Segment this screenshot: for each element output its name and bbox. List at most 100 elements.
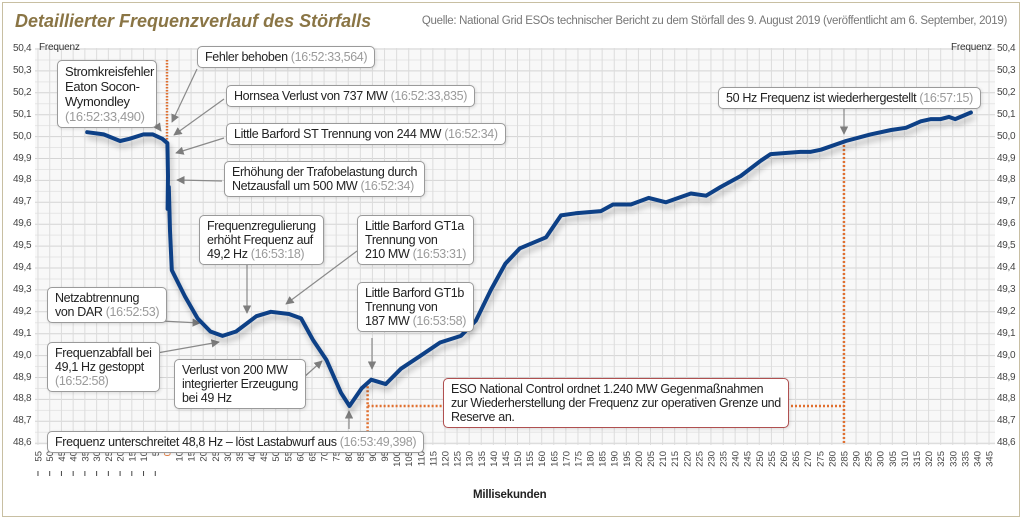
x-tick-label: 45 [259, 451, 270, 462]
x-tick-label: 175 [573, 451, 584, 467]
x-tick-label: 50 [45, 451, 56, 462]
x-tick-label: 340 [972, 451, 983, 467]
x-tick-label: 25 [211, 451, 222, 462]
y-tick-label-right: 49,1 [997, 327, 1016, 339]
x-tick-label: 290 [852, 451, 863, 467]
y-tick-label-left: 50,1 [13, 108, 32, 120]
x-tick-label: 30 [223, 451, 234, 462]
annotation-trafobelastung: Erhöhung der Trafobelastung durch Netzau… [224, 161, 426, 197]
annotation-line: Frequenzregulierung [207, 219, 316, 233]
x-tick-label: 100 [392, 451, 403, 467]
x-tick-label: 35 [235, 451, 246, 462]
annotation-timestamp: (16:52:33,490) [65, 109, 145, 124]
annotation-line: Erhöhung der Trafobelastung durch [232, 165, 418, 179]
x-tick-label: 190 [610, 451, 621, 467]
annotation-timestamp: (16:52:33,564) [290, 50, 368, 64]
annotation-line: Stromkreisfehler [65, 64, 155, 79]
x-tick-label: 165 [549, 451, 560, 467]
y-tick-label-right: 50,0 [997, 130, 1016, 142]
annotation-timestamp: (16:53:18) [250, 247, 305, 261]
y-tick-label-right: 48,6 [997, 437, 1016, 449]
x-tick-label: 75 [332, 451, 343, 462]
x-axis-title: Millisekunden [473, 489, 547, 501]
annotation-text: Frequenz unterschreitet 48,8 Hz – löst L… [55, 435, 340, 449]
annotation-hornsea: Hornsea Verlust von 737 MW (16:52:33,835… [226, 85, 476, 107]
arrow-hornsea [173, 98, 225, 136]
x-tick-label: 185 [598, 451, 609, 467]
x-tick-label: 255 [767, 451, 778, 467]
arrow-verlust-200mw [302, 360, 323, 379]
arrow-gt1a [285, 250, 358, 305]
annotation-line: integrierter Erzeugung [182, 377, 298, 391]
annotation-line: 49,1 Hz gestoppt [55, 360, 144, 374]
arrow-netzabtrennung-dar [160, 318, 201, 327]
x-tick-label: 215 [670, 451, 681, 467]
annotation-timestamp: (16:52:34) [444, 127, 498, 141]
annotation-line: ESO National Control ordnet 1.240 MW Geg… [451, 382, 764, 396]
x-tick-label: 160 [537, 451, 548, 467]
y-tick-label-right: 48,7 [997, 415, 1016, 427]
y-tick-label-left: 49,2 [13, 305, 32, 317]
annotation-line: Frequenzabfall bei [55, 346, 152, 360]
x-tick-label: 150 [513, 451, 524, 467]
x-tick-label: 10 [175, 451, 186, 462]
x-tick-label: 90 [368, 451, 379, 462]
y-tick-label-right: 49,5 [997, 240, 1016, 252]
y-tick-label-right: 50,4 [997, 43, 1016, 54]
annotation-50hz-restored: 50 Hz Frequenz ist wiederhergestellt (16… [718, 87, 981, 109]
y-tick-label-right: 49,4 [997, 262, 1016, 273]
x-tick-label: 240 [731, 451, 742, 467]
y-tick-label-right: 49,7 [997, 196, 1016, 208]
x-tick-label: 110 [416, 451, 427, 466]
x-tick-label: 320 [924, 451, 935, 467]
y-tick-label-left: 48,8 [13, 393, 32, 405]
arrow-trafobelastung [176, 175, 223, 185]
x-tick-label: 0 [163, 451, 174, 456]
y-tick-label-left: 49,5 [13, 240, 32, 252]
x-tick-label: 20 [199, 451, 210, 462]
x-tick-label: 210 [658, 451, 669, 467]
x-tick-label: 80 [344, 451, 355, 462]
annotation-timestamp: (16:52:33,835) [390, 89, 468, 103]
x-tick-label: 120 [440, 451, 451, 467]
annotation-line: 49,2 Hz [207, 247, 251, 261]
annotation-line: Eaton Socon- [65, 79, 140, 94]
x-tick-label: 140 [489, 451, 500, 467]
annotation-line: bei 49 Hz [182, 391, 232, 405]
x-tick-label: 125 [453, 451, 464, 467]
x-tick-label: 195 [622, 451, 633, 467]
annotation-barford-st: Little Barford ST Trennung von 244 MW (1… [226, 123, 506, 145]
x-tick-label: 180 [586, 451, 597, 467]
x-tick-label: 95 [380, 451, 391, 462]
x-tick-label: 10 [139, 451, 150, 462]
arrow-fehler-behoben [171, 68, 198, 123]
annotation-text: 50 Hz Frequenz ist wiederhergestellt [726, 91, 920, 105]
y-tick-label-right: 50,3 [997, 64, 1016, 76]
y-tick-label-left: 50,3 [13, 64, 32, 76]
series-line-frequenz [85, 110, 973, 408]
annotation-verlust-200mw: Verlust von 200 MW integrierter Erzeugun… [174, 359, 306, 409]
y-axis-header-left: Frequenz [39, 42, 80, 53]
y-tick-label-left: 49,7 [13, 196, 32, 208]
x-tick-label: 260 [779, 451, 790, 467]
x-tick-label: 310 [900, 451, 911, 467]
annotation-gt1a: Little Barford GT1a Trennung von 210 MW … [357, 215, 475, 265]
x-tick-label: 295 [864, 451, 875, 467]
annotation-timestamp: (16:53:31) [412, 247, 467, 261]
annotation-text: Hornsea Verlust von 737 MW [234, 89, 391, 103]
y-tick-label-left: 49,8 [13, 174, 32, 186]
y-tick-label-left: 48,7 [13, 415, 32, 427]
arrow-barford-st [175, 137, 225, 155]
x-tick-label: 15 [187, 451, 198, 462]
annotation-timestamp: (16:52:53) [105, 305, 160, 319]
x-tick-label: 55 [33, 451, 44, 462]
y-tick-label-right: 48,8 [997, 393, 1016, 405]
series-layer [85, 110, 973, 408]
annotation-netzabtrennung-dar: Netzabtrennung von DAR (16:52:53) [47, 287, 168, 323]
x-tick-label: 300 [876, 451, 887, 467]
x-tick-label: 200 [634, 451, 645, 467]
x-tick-label: 305 [888, 451, 899, 467]
annotation-gt1b: Little Barford GT1b Trennung von 187 MW … [357, 282, 475, 332]
x-tick-label: 50 [271, 451, 282, 462]
